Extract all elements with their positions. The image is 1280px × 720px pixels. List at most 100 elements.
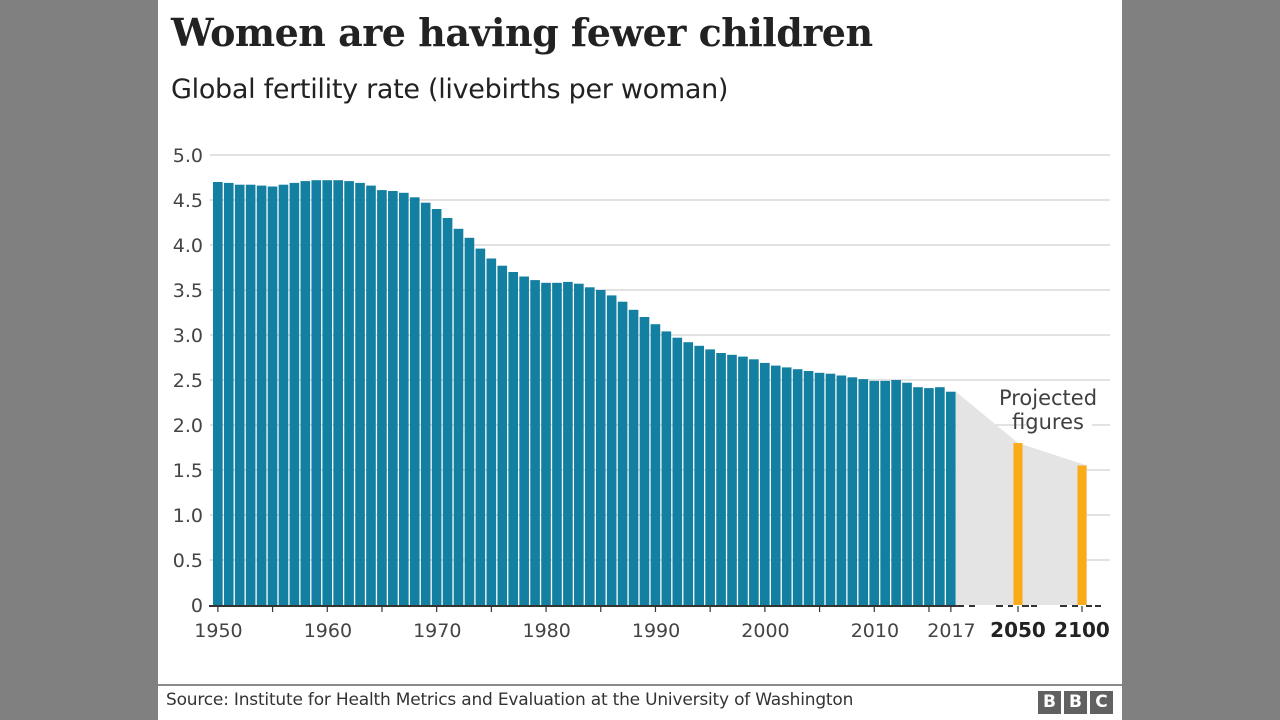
y-tick-label: 3.0 <box>173 325 203 347</box>
bar-1996 <box>716 353 726 605</box>
bar-1973 <box>464 237 475 606</box>
bar-1997 <box>727 354 737 605</box>
bar-1969 <box>420 202 431 605</box>
bar-1987 <box>617 301 628 605</box>
bbc-logo-letter: B <box>1064 691 1087 714</box>
bar-1999 <box>749 359 759 605</box>
bar-2008 <box>847 377 858 605</box>
bar-1971 <box>442 218 453 605</box>
bar-2013 <box>902 382 912 605</box>
bar-2001 <box>770 365 781 605</box>
bar-1979 <box>530 280 540 605</box>
bar-1974 <box>475 248 486 605</box>
chart-subtitle: Global fertility rate (livebirths per wo… <box>171 74 729 105</box>
y-axis-tick-labels: 0 0.5 1.0 1.5 2.0 2.5 3.0 3.5 4.0 4.5 5.0 <box>173 145 203 617</box>
projected-year-label: 2100 <box>1054 618 1110 642</box>
bar-1984 <box>584 287 595 605</box>
y-tick-label: 4.5 <box>173 190 203 212</box>
bar-1982 <box>563 281 573 605</box>
bar-1983 <box>574 283 584 605</box>
bar-1990 <box>650 324 661 605</box>
bar-2017 <box>945 391 956 605</box>
y-tick-label: 0.5 <box>173 550 203 572</box>
bar-1980 <box>541 282 551 605</box>
bar-2015 <box>924 388 934 605</box>
bar-1998 <box>738 356 748 605</box>
bar-1975 <box>486 258 497 605</box>
bar-1976 <box>497 265 508 605</box>
projected-bars <box>1013 443 1087 605</box>
y-tick-label: 5.0 <box>173 145 203 167</box>
bar-1970 <box>431 209 442 605</box>
bar-1967 <box>398 192 409 606</box>
bar-1992 <box>672 337 683 605</box>
chart-card: Women are having fewer children Global f… <box>158 0 1122 720</box>
x-tick-label: 2017 <box>927 620 975 642</box>
x-axis-tick-labels: 1950 1960 1970 1980 1990 2000 2010 2017 <box>194 620 975 642</box>
bbc-logo-letter: B <box>1038 691 1061 714</box>
bar-1954 <box>256 185 267 605</box>
bar-1953 <box>245 184 256 605</box>
bar-1994 <box>694 345 704 605</box>
bar-2000 <box>760 362 770 605</box>
bar-1960 <box>322 180 333 605</box>
bar-1966 <box>388 191 398 605</box>
bar-1951 <box>223 182 234 605</box>
bar-2005 <box>814 372 825 605</box>
historical-bars <box>213 180 956 606</box>
projected-bar-2100 <box>1077 465 1087 605</box>
bar-1950 <box>213 182 223 605</box>
x-tick-label: 2010 <box>851 620 899 642</box>
annotation-line-2: figures <box>1012 410 1084 434</box>
bar-1995 <box>705 349 715 605</box>
y-tick-label: 0 <box>191 595 203 617</box>
bar-2011 <box>880 380 890 605</box>
chart-title: Women are having fewer children <box>171 10 873 55</box>
bar-1956 <box>278 184 289 605</box>
projected-figures-annotation: Projected figures <box>999 386 1097 434</box>
projected-year-labels: 2050 2100 <box>990 618 1110 642</box>
x-axis-tick-marks <box>217 606 1083 612</box>
bar-1986 <box>606 295 617 605</box>
bar-1961 <box>333 180 343 605</box>
bar-1972 <box>453 228 464 606</box>
y-tick-label: 1.5 <box>173 460 203 482</box>
x-tick-label: 1990 <box>632 620 680 642</box>
bar-1981 <box>552 282 562 605</box>
x-tick-label: 1980 <box>522 620 570 642</box>
annotation-line-1: Projected <box>999 386 1097 410</box>
bar-1985 <box>595 290 606 605</box>
x-tick-label: 1960 <box>304 620 352 642</box>
footer-divider <box>158 684 1122 686</box>
bar-1957 <box>289 182 300 605</box>
bar-1958 <box>300 181 311 605</box>
projected-bar-2050 <box>1013 443 1023 605</box>
bar-2014 <box>913 387 923 605</box>
bar-2003 <box>792 369 803 605</box>
x-tick-label: 1950 <box>194 620 242 642</box>
annotation-background <box>1026 412 1092 434</box>
bar-1977 <box>508 272 519 605</box>
x-tick-label: 2000 <box>741 620 789 642</box>
bar-1955 <box>267 186 278 605</box>
bar-1962 <box>344 181 354 605</box>
bar-2016 <box>935 387 945 605</box>
bar-1988 <box>628 309 639 605</box>
bar-1978 <box>519 276 529 605</box>
projected-year-label: 2050 <box>990 618 1046 642</box>
bar-1989 <box>639 317 650 605</box>
bar-1993 <box>683 342 694 605</box>
y-tick-label: 2.5 <box>173 370 203 392</box>
bar-1963 <box>355 182 365 605</box>
y-tick-label: 4.0 <box>173 235 203 257</box>
y-tick-label: 2.0 <box>173 415 203 437</box>
bbc-logo-letter: C <box>1090 691 1113 714</box>
bar-1968 <box>409 197 420 606</box>
bbc-logo: B B C <box>1038 691 1113 714</box>
fertility-chart: 0 0.5 1.0 1.5 2.0 2.5 3.0 3.5 4.0 4.5 5.0 1950 1960… <box>173 145 1110 642</box>
bar-1952 <box>234 184 245 605</box>
source-note: Source: Institute for Health Metrics and… <box>166 690 854 710</box>
bar-2006 <box>825 373 836 605</box>
bar-2004 <box>803 371 814 605</box>
bar-2007 <box>836 375 847 605</box>
